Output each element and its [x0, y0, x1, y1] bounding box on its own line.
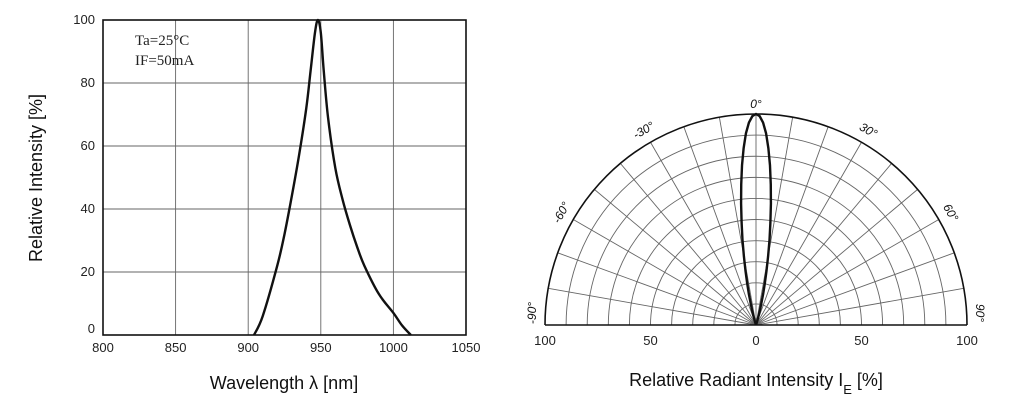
- spectrum-x-ticks: 800 850 900 950 1000 1050: [92, 340, 480, 355]
- polar-angle-label: -30°: [630, 119, 656, 142]
- spectrum-y-tick-label: 80: [81, 75, 95, 90]
- annotation-temperature: Ta=25°C: [135, 33, 189, 49]
- polar-radial-tick-label: 50: [643, 333, 657, 348]
- polar-spoke: [683, 126, 757, 326]
- radiation-pattern-chart: 100 50 0 50 100 0° -30° 30° -60° 60° -90° 90° Rela…: [525, 97, 987, 397]
- polar-spoke: [755, 219, 939, 326]
- polar-spoke: [557, 252, 757, 326]
- polar-angle-label: 60°: [940, 201, 961, 224]
- annotation-current: IF=50mA: [135, 53, 194, 69]
- polar-radial-tick-label: 100: [956, 333, 978, 348]
- polar-angle-label: 30°: [857, 120, 880, 141]
- spectrum-x-tick-label: 1000: [379, 340, 408, 355]
- spectrum-y-tick-label: 100: [73, 12, 95, 27]
- polar-spoke: [755, 117, 794, 326]
- polar-radial-ticks: 100 50 0 50 100: [534, 333, 978, 348]
- polar-spoke: [594, 189, 757, 326]
- spectrum-x-tick-label: 950: [310, 340, 332, 355]
- spectrum-plot-frame: [102, 19, 467, 336]
- polar-spoke: [548, 287, 757, 326]
- spectrum-y-tick-label: 20: [81, 264, 95, 279]
- polar-spoke: [755, 252, 955, 326]
- polar-spoke: [755, 163, 892, 326]
- polar-spoke: [620, 163, 757, 326]
- spectrum-x-tick-label: 1050: [452, 340, 481, 355]
- polar-spoke: [650, 142, 757, 326]
- polar-spoke: [755, 189, 918, 326]
- polar-spoke: [755, 126, 829, 326]
- polar-grid: [545, 114, 967, 326]
- polar-spoke: [755, 287, 964, 326]
- spectrum-y-ticks: 0 20 40 60 80 100: [73, 12, 95, 336]
- polar-angle-label: -60°: [550, 199, 573, 225]
- spectrum-chart: 800 850 900 950 1000 1050 0 20 40 60 80 100 Ta=25°…: [26, 12, 480, 393]
- polar-spoke: [573, 219, 757, 326]
- spectrum-curve: [252, 18, 412, 336]
- polar-x-axis-title: Relative Radiant Intensity IE [%]: [629, 370, 883, 397]
- polar-angle-label: 0°: [750, 97, 762, 111]
- spectrum-y-tick-label: 40: [81, 201, 95, 216]
- polar-spoke: [718, 117, 757, 326]
- polar-radial-tick-label: 100: [534, 333, 556, 348]
- spectrum-x-tick-label: 900: [237, 340, 259, 355]
- spectrum-y-tick-label: 60: [81, 138, 95, 153]
- polar-spoke: [755, 142, 862, 326]
- spectrum-x-tick-label: 850: [165, 340, 187, 355]
- radiation-pattern-curve: [739, 112, 773, 326]
- polar-angle-label: -90°: [525, 302, 539, 324]
- spectrum-y-axis-title: Relative Intensity [%]: [26, 94, 46, 262]
- spectrum-x-tick-label: 800: [92, 340, 114, 355]
- polar-radial-tick-label: 0: [752, 333, 759, 348]
- polar-angle-label: 90°: [973, 304, 987, 322]
- polar-radial-tick-label: 50: [854, 333, 868, 348]
- spectrum-x-axis-title: Wavelength λ [nm]: [210, 373, 358, 393]
- spectrum-y-tick-label: 0: [88, 321, 95, 336]
